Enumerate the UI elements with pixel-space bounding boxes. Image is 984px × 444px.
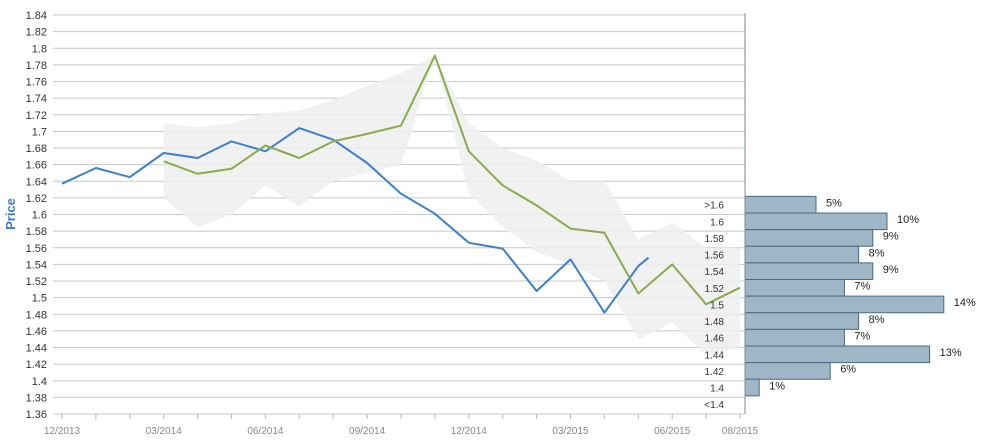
histogram-bucket-label: 1.58 [705, 234, 725, 245]
y-tick-label: 1.54 [26, 259, 47, 271]
series-lines [61, 54, 741, 314]
histogram-bucket-label: 1.6 [710, 217, 724, 228]
histogram-percent-label: 7% [854, 281, 870, 293]
x-tick-label: 08/2015 [722, 426, 759, 437]
x-tick-label: 03/2014 [146, 426, 183, 437]
history-line-extension [637, 256, 650, 267]
histogram-percent-label: 9% [883, 231, 899, 243]
histogram-bucket-label: 1.5 [710, 300, 724, 311]
histogram-bar [744, 328, 845, 347]
y-tick-label: 1.74 [26, 93, 47, 105]
histogram-bar [744, 262, 874, 280]
y-tick-label: 1.38 [26, 392, 47, 404]
histogram-bucket-label: <1.4 [704, 400, 724, 411]
y-tick-label: 1.6 [32, 210, 47, 222]
histogram-bucket-label: >1.6 [704, 201, 724, 212]
y-tick-label: 1.78 [26, 60, 47, 72]
histogram-percent-label: 13% [940, 347, 962, 359]
histogram-percent-label: 6% [840, 364, 856, 376]
histogram-bar [744, 212, 888, 231]
histogram-bucket-label: 1.44 [705, 350, 725, 361]
histogram-percent-label: 7% [854, 330, 870, 342]
y-tick-label: 1.84 [26, 10, 47, 22]
y-tick-label: 1.56 [26, 243, 47, 255]
x-tick-label: 12/2014 [451, 426, 488, 437]
histogram-bar [744, 295, 945, 314]
histogram-bar [744, 312, 860, 330]
y-tick-label: 1.8 [32, 43, 47, 55]
history-line [61, 127, 640, 314]
y-tick-label: 1.82 [26, 27, 47, 39]
histogram-bucket-label: 1.46 [705, 334, 725, 345]
histogram-bar [744, 362, 831, 380]
histogram-bucket-label: 1.54 [705, 267, 725, 278]
histogram-bar [744, 279, 845, 297]
histogram-bucket-label: 1.52 [705, 284, 725, 295]
y-tick-label: 1.46 [26, 326, 47, 338]
y-tick-label: 1.44 [26, 343, 47, 355]
y-tick-label: 1.7 [32, 126, 47, 138]
histogram-bucket-label: 1.42 [705, 367, 725, 378]
histogram-bucket-label: 1.48 [705, 317, 725, 328]
histogram-percent-label: 1% [769, 380, 785, 392]
y-tick-label: 1.62 [26, 193, 47, 205]
x-tick-label: 09/2014 [349, 426, 386, 437]
histogram-percent-label: 10% [897, 214, 919, 226]
y-tick-label: 1.72 [26, 110, 47, 122]
histogram-percent-label: 8% [869, 314, 885, 326]
histogram-percent-label: 9% [883, 264, 899, 276]
y-tick-label: 1.5 [32, 293, 47, 305]
x-tick-label: 03/2015 [552, 426, 589, 437]
distribution-histogram: >1.6 5% 1.6 10% 1.58 9% 1.56 8% 1.54 9% 1.52 7% 1.5 1… [704, 195, 976, 411]
histogram-bar [744, 378, 760, 397]
y-tick-label: 1.64 [26, 176, 47, 188]
histogram-bucket-label: 1.4 [710, 384, 724, 395]
y-tick-label: 1.52 [26, 276, 47, 288]
axes: 1.36 1.38 1.4 1.42 1.44 1.46 1.48 1.5 1.52 1.54 1.… [26, 10, 759, 437]
x-tick-label: 06/2015 [654, 426, 691, 437]
histogram-percent-label: 14% [954, 297, 976, 309]
histogram-bar [744, 245, 860, 264]
y-tick-label: 1.68 [26, 143, 47, 155]
y-tick-label: 1.42 [26, 359, 47, 371]
x-tick-label: 06/2014 [247, 426, 284, 437]
consensus-line [163, 54, 741, 306]
y-tick-label: 1.4 [32, 376, 47, 388]
histogram-bar [744, 229, 874, 247]
histogram-percent-label: 8% [869, 247, 885, 259]
y-tick-label: 1.76 [26, 77, 47, 89]
y-tick-label: 1.66 [26, 160, 47, 172]
y-axis-label: Price [3, 198, 18, 230]
y-tick-label: 1.48 [26, 309, 47, 321]
x-tick-label: 12/2013 [44, 426, 81, 437]
y-tick-label: 1.58 [26, 226, 47, 238]
histogram-bar [744, 345, 931, 364]
histogram-percent-label: 5% [826, 197, 842, 209]
histogram-bar [744, 195, 817, 214]
y-tick-label: 1.36 [26, 409, 47, 421]
histogram-bucket-label: 1.56 [705, 251, 725, 262]
